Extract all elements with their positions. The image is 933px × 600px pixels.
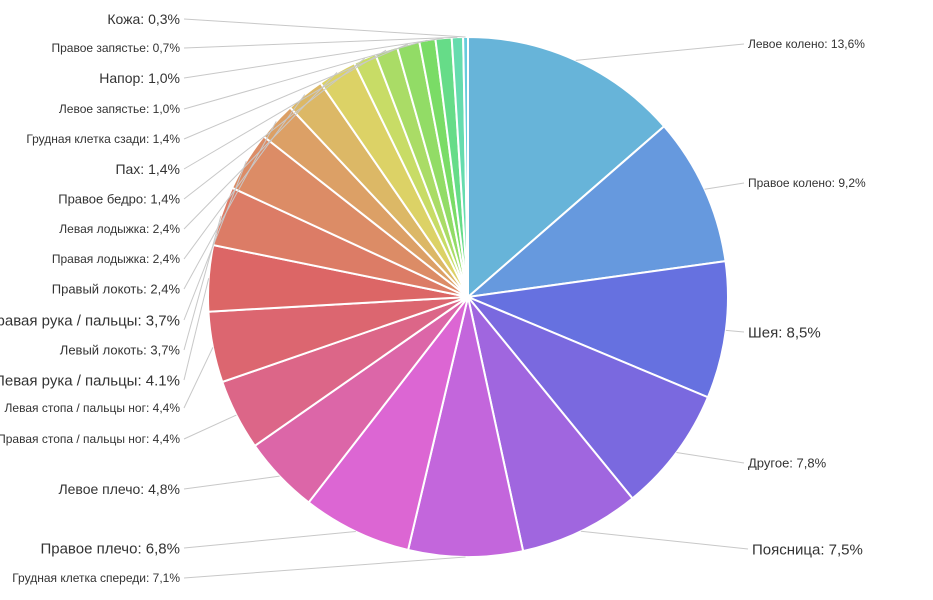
slice-label-12: Левый локоть: 3,7% (60, 343, 181, 358)
slice-label-13: Правая рука / пальцы: 3,7% (0, 312, 180, 329)
slice-label-7: Правое плечо: 6,8% (40, 540, 180, 557)
leader-line-23 (183, 18, 466, 38)
slice-label-19: Грудная клетка сзади: 1,4% (26, 132, 180, 146)
leader-line-10 (183, 347, 214, 409)
slice-label-3: Шея: 8,5% (748, 324, 821, 341)
pie-slice-4 (467, 296, 710, 500)
slice-label-16: Левая лодыжка: 2,4% (59, 222, 180, 236)
pie-slice-1 (467, 35, 666, 300)
leader-lines (183, 18, 749, 579)
leader-line-12 (183, 215, 222, 351)
slice-label-9: Правая стопа / пальцы ног: 4,4% (0, 432, 180, 446)
slice-label-18: Пах: 1,4% (115, 161, 180, 177)
slice-label-15: Правая лодыжка: 2,4% (52, 252, 180, 266)
slice-label-5: Поясница: 7,5% (752, 541, 863, 558)
pie-slice-2 (464, 124, 727, 299)
leader-line-18 (183, 49, 387, 170)
leader-line-1 (575, 43, 745, 61)
slice-label-1: Левое колено: 13,6% (748, 37, 865, 51)
pie-slice-6 (406, 296, 525, 558)
leader-line-15 (183, 94, 306, 260)
slice-label-8: Левое плечо: 4,8% (58, 481, 180, 497)
leader-line-16 (183, 72, 338, 230)
slice-label-20: Левое запястье: 1,0% (59, 102, 180, 116)
slice-label-21: Напор: 1,0% (99, 70, 180, 86)
pie-slice-7 (307, 296, 469, 552)
slice-label-22: Правое запястье: 0,7% (51, 41, 180, 55)
slice-label-17: Правое бедро: 1,4% (58, 192, 180, 207)
slice-label-2: Правое колено: 9,2% (748, 176, 866, 190)
slice-label-11: Левая рука / пальцы: 4.1% (0, 372, 180, 389)
leader-line-11 (183, 278, 210, 381)
leader-line-20 (183, 39, 428, 110)
slice-label-4: Другое: 7,8% (748, 456, 827, 471)
leader-line-7 (183, 531, 356, 549)
leader-line-8 (183, 475, 280, 490)
leader-line-17 (183, 57, 366, 200)
slice-label-23: Кожа: 0,3% (107, 11, 180, 27)
leader-line-6 (183, 556, 466, 579)
leader-line-22 (183, 36, 458, 49)
leader-line-9 (183, 414, 237, 440)
slice-label-14: Правый локоть: 2,4% (52, 282, 181, 297)
slice-labels: Левое колено: 13,6% Правое колено: 9,2% Ше… (0, 11, 866, 585)
slice-label-10: Левая стопа / пальцы ног: 4,4% (5, 401, 181, 415)
leader-line-19 (183, 43, 409, 140)
pie-slices (207, 35, 729, 558)
pie-slice-3 (464, 260, 729, 399)
leader-line-3 (725, 329, 745, 333)
leader-line-21 (183, 37, 444, 79)
leader-line-2 (704, 182, 745, 190)
leader-line-14 (183, 121, 277, 290)
slice-label-6: Грудная клетка спереди: 7,1% (12, 571, 180, 585)
leader-line-4 (676, 451, 745, 464)
leader-line-5 (580, 530, 749, 550)
